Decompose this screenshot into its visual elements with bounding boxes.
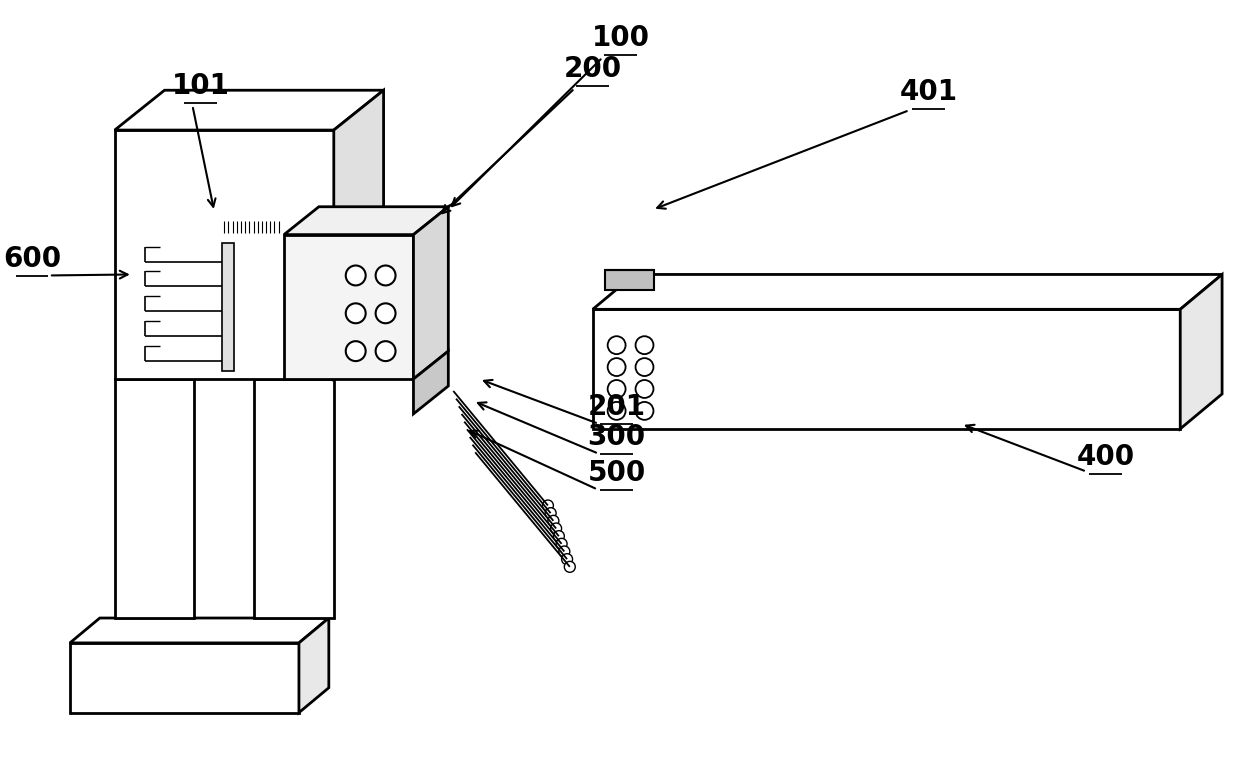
Circle shape [608,358,625,376]
Circle shape [548,515,559,526]
Text: 201: 201 [588,393,646,421]
Circle shape [346,341,366,361]
Circle shape [556,538,567,549]
Text: 200: 200 [564,55,621,83]
Circle shape [553,531,564,541]
Circle shape [636,358,653,376]
Polygon shape [284,207,449,235]
Circle shape [346,303,366,323]
Bar [69,643,299,713]
Circle shape [636,402,653,420]
Text: 101: 101 [171,72,229,100]
Polygon shape [413,351,449,414]
Circle shape [636,380,653,398]
Circle shape [551,523,562,534]
Polygon shape [413,207,449,379]
Circle shape [542,500,553,511]
Text: 300: 300 [588,423,646,451]
Polygon shape [69,618,329,643]
Circle shape [376,341,396,361]
Circle shape [562,554,573,564]
Text: 500: 500 [588,458,646,487]
Circle shape [346,265,366,285]
Polygon shape [115,90,383,130]
Circle shape [636,336,653,355]
Polygon shape [593,275,1223,309]
Circle shape [608,380,625,398]
Circle shape [608,336,625,355]
Bar [254,379,334,618]
Circle shape [546,508,556,518]
Circle shape [564,561,575,572]
Text: 400: 400 [1076,443,1135,471]
Bar [222,242,234,371]
Bar [593,309,1180,429]
Bar [284,235,413,379]
Bar [115,379,195,618]
Circle shape [376,303,396,323]
Text: 100: 100 [591,25,650,52]
Polygon shape [334,90,383,379]
Text: 600: 600 [2,245,61,274]
Bar [115,130,334,379]
Bar [605,270,655,290]
Polygon shape [1180,275,1223,429]
Circle shape [608,402,625,420]
Circle shape [376,265,396,285]
Polygon shape [299,618,329,713]
Text: 401: 401 [899,78,957,106]
Circle shape [559,546,570,557]
